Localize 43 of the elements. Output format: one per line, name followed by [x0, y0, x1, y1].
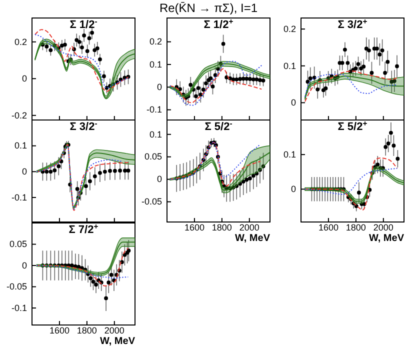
- y-tick-label: 0: [290, 184, 296, 194]
- y-tick-label: 0: [22, 74, 27, 84]
- x-tick-label: 1800: [346, 222, 366, 232]
- x-tick-label: 1800: [76, 325, 97, 336]
- y-tick-label: 0.1: [283, 149, 296, 160]
- y-tick-label: 0: [290, 98, 296, 108]
- y-tick-label: 0.2: [14, 36, 27, 47]
- x-tick-label: 2000: [104, 325, 124, 336]
- chart-title: Σ 7/2$^{+}$: [68, 222, 99, 236]
- chart-title: Σ 5/2$^{+}$: [338, 118, 368, 133]
- chart-title: Σ 1/2$^{+}$: [204, 16, 234, 31]
- y-tick-label: 0.05: [144, 152, 162, 162]
- y-tick-label: 0: [156, 82, 162, 92]
- x-axis-title: W, MeV: [100, 336, 136, 347]
- y-tick-label: -0.2: [11, 110, 27, 120]
- x-tick-label: 2000: [239, 222, 260, 232]
- chart-title: Σ 3/2$^{+}$: [338, 16, 368, 31]
- chart-title: Σ 5/2$^{-}$: [204, 118, 233, 133]
- y-tick-label: 0.1: [149, 59, 162, 70]
- y-tick-label: -0.1: [146, 104, 162, 115]
- y-tick-label: 0.2: [149, 36, 162, 47]
- y-tick-label: 0.1: [149, 129, 162, 140]
- y-tick-label: -0.1: [11, 192, 27, 202]
- x-tick-label: 1600: [49, 325, 70, 336]
- text: Re(K̄N → πΣ), I=1: [159, 1, 258, 15]
- x-tick-label: 1600: [318, 222, 338, 232]
- x-tick-label: 2000: [373, 222, 394, 232]
- x-axis-title: W, MeV: [368, 233, 404, 244]
- x-axis-title: W, MeV: [234, 233, 270, 244]
- y-tick-label: 0.2: [283, 24, 296, 34]
- y-tick-label: 0.1: [283, 60, 296, 71]
- chart-title: Σ 1/2$^{-}$: [70, 16, 98, 31]
- y-tick-label: 0.05: [9, 239, 27, 250]
- y-tick-label: 0: [22, 260, 27, 270]
- y-tick-label: 0: [22, 166, 27, 177]
- y-tick-label: 0: [156, 174, 162, 184]
- x-tick-label: 1800: [212, 222, 232, 232]
- y-tick-label: 0.1: [14, 140, 27, 151]
- y-tick-label: -0.1: [11, 302, 27, 313]
- chart-title: Σ 3/2$^{-}$: [70, 118, 98, 133]
- y-tick-label: -0.05: [6, 282, 27, 292]
- x-tick-label: 1600: [184, 222, 204, 232]
- y-tick-label: -0.05: [141, 196, 162, 207]
